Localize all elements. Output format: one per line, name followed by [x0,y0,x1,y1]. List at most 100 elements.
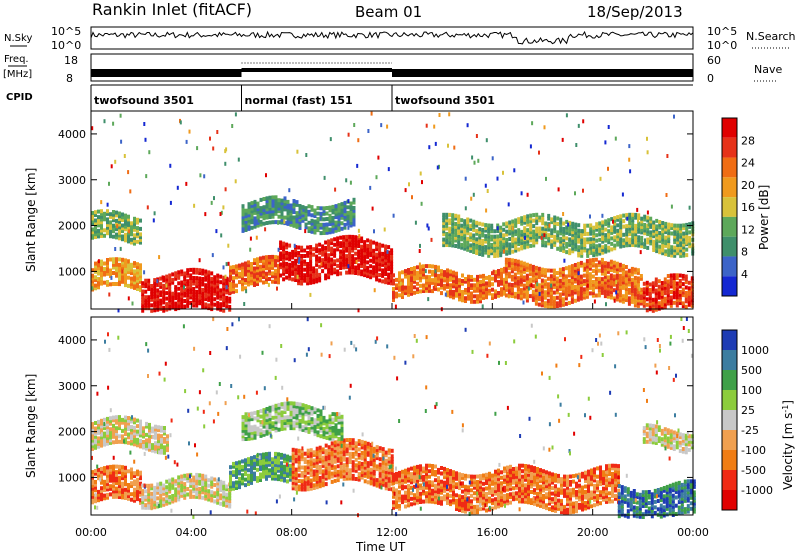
heat-cell [449,482,452,487]
heat-cell [301,218,305,223]
heat-cell [171,294,175,299]
heat-cell [280,455,283,460]
heat-cell [472,236,476,241]
heat-cell [241,220,245,225]
heat-cell [106,479,109,484]
heat-cell [274,260,277,265]
heat-cell [106,222,109,227]
heat-point [581,229,584,234]
heat-cell [580,231,584,236]
heat-cell [610,225,614,230]
heat-cell [690,287,694,292]
heat-cell [225,503,229,508]
heat-point [153,211,156,216]
heat-cell [410,286,413,291]
heat-cell [256,201,260,206]
heat-cell [363,440,367,445]
heat-cell [484,223,488,228]
heat-point [399,281,402,286]
heat-cell [133,490,136,495]
heat-cell [106,209,109,214]
heat-cell [124,482,127,487]
heat-cell [297,457,301,461]
heat-cell [451,235,455,240]
heat-cell [375,445,379,450]
heat-cell [141,502,145,507]
heat-cell [310,218,314,223]
heat-cell [552,285,556,290]
heat-cell [651,300,655,305]
heat-cell [461,298,464,303]
heat-cell [478,221,482,226]
heat-cell [97,217,100,222]
heat-cell [419,500,422,504]
heat-cell [537,272,541,277]
heat-cell [552,282,556,287]
heat-cell [271,211,275,216]
heat-cell [124,232,127,237]
heat-cell [616,239,620,244]
heat-cell [106,280,109,284]
heat-cell [369,467,373,472]
nsky-line [90,30,694,45]
heat-cell [340,226,344,231]
heat-cell [514,248,518,253]
heat-cell [124,490,127,495]
heat-cell [133,241,136,246]
heat-cell [639,298,643,303]
heat-cell [363,262,367,267]
heat-cell [165,479,169,484]
heat-cell [404,504,407,509]
heat-cell [309,278,313,283]
heat-cell [112,489,115,494]
heat-point [131,301,134,306]
heat-cell [183,279,187,284]
heat-cell [334,228,338,233]
heat-cell [372,268,376,273]
heat-cell [651,289,655,294]
heat-cell [504,274,508,279]
heat-cell [546,276,550,281]
heat-cell [183,293,187,298]
heat-cell [339,460,343,465]
heat-cell [550,244,554,249]
heat-cell [504,293,508,298]
heat-cell [289,220,293,224]
heat-point [582,119,585,124]
heat-cell [437,265,440,270]
heat-cell [271,206,275,211]
heat-cell [661,226,665,231]
heat-cell [238,485,241,490]
heat-cell [265,474,268,479]
heat-cell [445,240,449,245]
heat-cell [313,222,317,227]
heat-cell [494,289,497,294]
heat-cell [177,475,181,480]
heat-cell [470,286,473,290]
heat-cell [519,290,523,295]
heat-cell [274,468,277,473]
heat-cell [147,483,151,488]
heat-cell [443,472,446,477]
heat-point [349,180,352,185]
heat-cell [434,264,437,269]
heat-cell [228,305,232,309]
heat-cell [156,307,160,312]
heat-cell [345,259,349,264]
heat-cell [282,258,286,263]
heat-cell [349,201,353,206]
heat-cell [207,306,211,311]
heat-cell [627,268,631,273]
heat-cell [455,474,458,478]
heat-cell [337,225,341,230]
heat-cell [451,213,455,218]
heat-cell [357,241,361,246]
heat-cell [168,478,172,483]
heat-cell [649,230,653,235]
heat-cell [576,281,580,286]
heat-cell [589,226,593,231]
heat-point [249,236,252,241]
heat-cell [685,233,689,238]
heat-cell [378,462,382,467]
heat-cell [479,507,482,512]
